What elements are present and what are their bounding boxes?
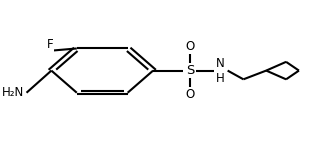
Text: O: O: [185, 88, 195, 101]
Text: O: O: [185, 40, 195, 53]
Text: F: F: [47, 38, 53, 51]
Text: H₂N: H₂N: [2, 86, 24, 99]
Text: S: S: [186, 64, 194, 77]
Text: N
H: N H: [216, 57, 225, 85]
